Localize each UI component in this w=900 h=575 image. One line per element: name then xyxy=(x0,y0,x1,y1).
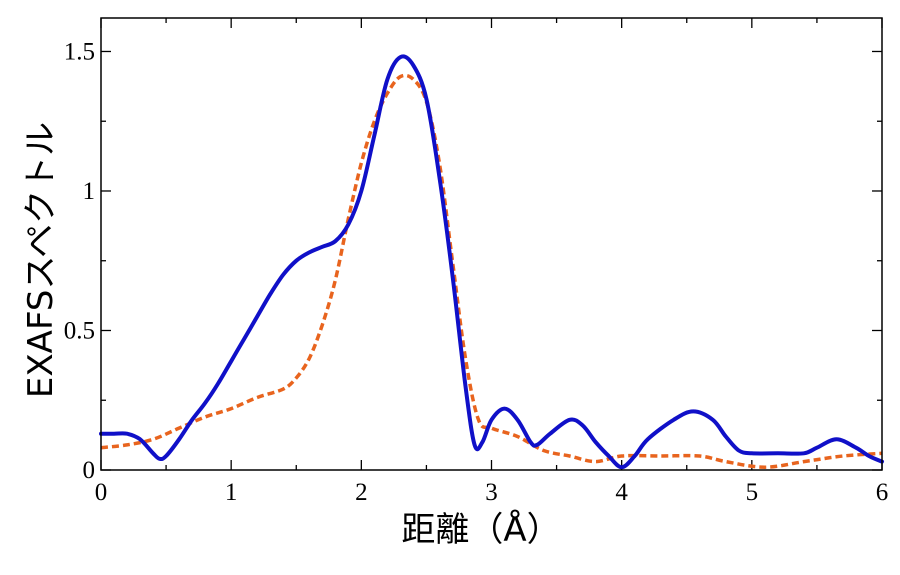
x-tick-label: 3 xyxy=(485,479,498,506)
series-layer xyxy=(99,54,884,470)
plot-frame xyxy=(100,17,883,471)
y-tick-label: 1 xyxy=(83,178,96,205)
labels-layer: 0 1 2 3 4 5 6 0 0.5 1 1.5 xyxy=(64,38,889,506)
y-tick-label: 1.5 xyxy=(64,38,95,65)
x-tick-label: 2 xyxy=(355,479,368,506)
y-tick-label: 0.5 xyxy=(64,317,95,344)
x-tick-label: 6 xyxy=(876,479,889,506)
x-tick-label: 4 xyxy=(615,479,628,506)
series-line-solid xyxy=(99,54,884,470)
x-tick-label: 1 xyxy=(225,479,238,506)
series-line-dashed xyxy=(100,73,883,469)
x-tick-label: 5 xyxy=(746,479,759,506)
x-tick-label: 0 xyxy=(95,479,108,506)
ticks-layer xyxy=(100,18,883,471)
x-axis-title: 距離（Å） xyxy=(401,509,560,550)
y-axis-title: EXAFSスペクトル xyxy=(21,122,61,398)
y-tick-label: 0 xyxy=(83,457,96,484)
